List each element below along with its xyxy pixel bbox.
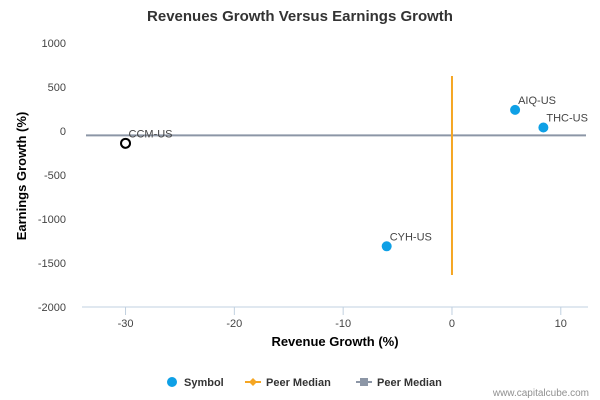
x-tick-label: 0 xyxy=(449,318,455,330)
data-label-aiq-us: AIQ-US xyxy=(518,95,556,107)
legend-peer-median-y-marker xyxy=(360,378,368,386)
data-point-aiq-us[interactable] xyxy=(510,104,521,115)
y-tick-label: 1000 xyxy=(42,38,66,50)
legend-peer-median-y-label: Peer Median xyxy=(377,377,442,389)
data-point-ccm-us[interactable] xyxy=(120,137,132,149)
y-tick-label: -500 xyxy=(44,170,66,182)
y-tick-label: -1500 xyxy=(38,258,66,270)
data-point-labels: AIQ-US THC-US CCM-US CYH-US xyxy=(129,95,588,243)
y-tick-label: -2000 xyxy=(38,302,66,314)
y-tick-label: 500 xyxy=(48,82,66,94)
legend-peer-median-x-label: Peer Median xyxy=(266,377,331,389)
legend-item-peer-median-y[interactable]: Peer Median xyxy=(356,377,442,389)
legend: Symbol Peer Median Peer Median xyxy=(167,377,442,389)
chart-title: Revenues Growth Versus Earnings Growth xyxy=(147,8,453,25)
y-tick-labels: 1000 500 0 -500 -1000 -1500 -2000 xyxy=(38,38,66,314)
data-label-cyh-us: CYH-US xyxy=(390,231,432,243)
legend-peer-median-x-marker xyxy=(249,378,257,386)
legend-symbol-label: Symbol xyxy=(184,377,224,389)
data-label-thc-us: THC-US xyxy=(546,112,588,124)
y-axis-title: Earnings Growth (%) xyxy=(14,112,29,241)
data-points xyxy=(120,104,549,252)
credit-text: www.capitalcube.com xyxy=(492,388,589,399)
y-tick-label: 0 xyxy=(60,126,66,138)
x-axis-title: Revenue Growth (%) xyxy=(271,334,398,349)
x-tick-labels: -30 -20 -10 0 10 xyxy=(118,318,567,330)
x-tick-label: -20 xyxy=(226,318,242,330)
data-label-ccm-us: CCM-US xyxy=(129,128,173,140)
legend-item-peer-median-x[interactable]: Peer Median xyxy=(245,377,331,389)
x-tick-marks xyxy=(125,307,562,315)
x-tick-label: -10 xyxy=(335,318,351,330)
x-tick-label: 10 xyxy=(555,318,567,330)
data-point-cyh-us[interactable] xyxy=(381,241,392,252)
data-point-thc-us[interactable] xyxy=(538,122,549,133)
legend-symbol-marker xyxy=(167,377,177,387)
legend-item-symbol[interactable]: Symbol xyxy=(167,377,224,389)
y-tick-label: -1000 xyxy=(38,214,66,226)
x-tick-label: -30 xyxy=(118,318,134,330)
